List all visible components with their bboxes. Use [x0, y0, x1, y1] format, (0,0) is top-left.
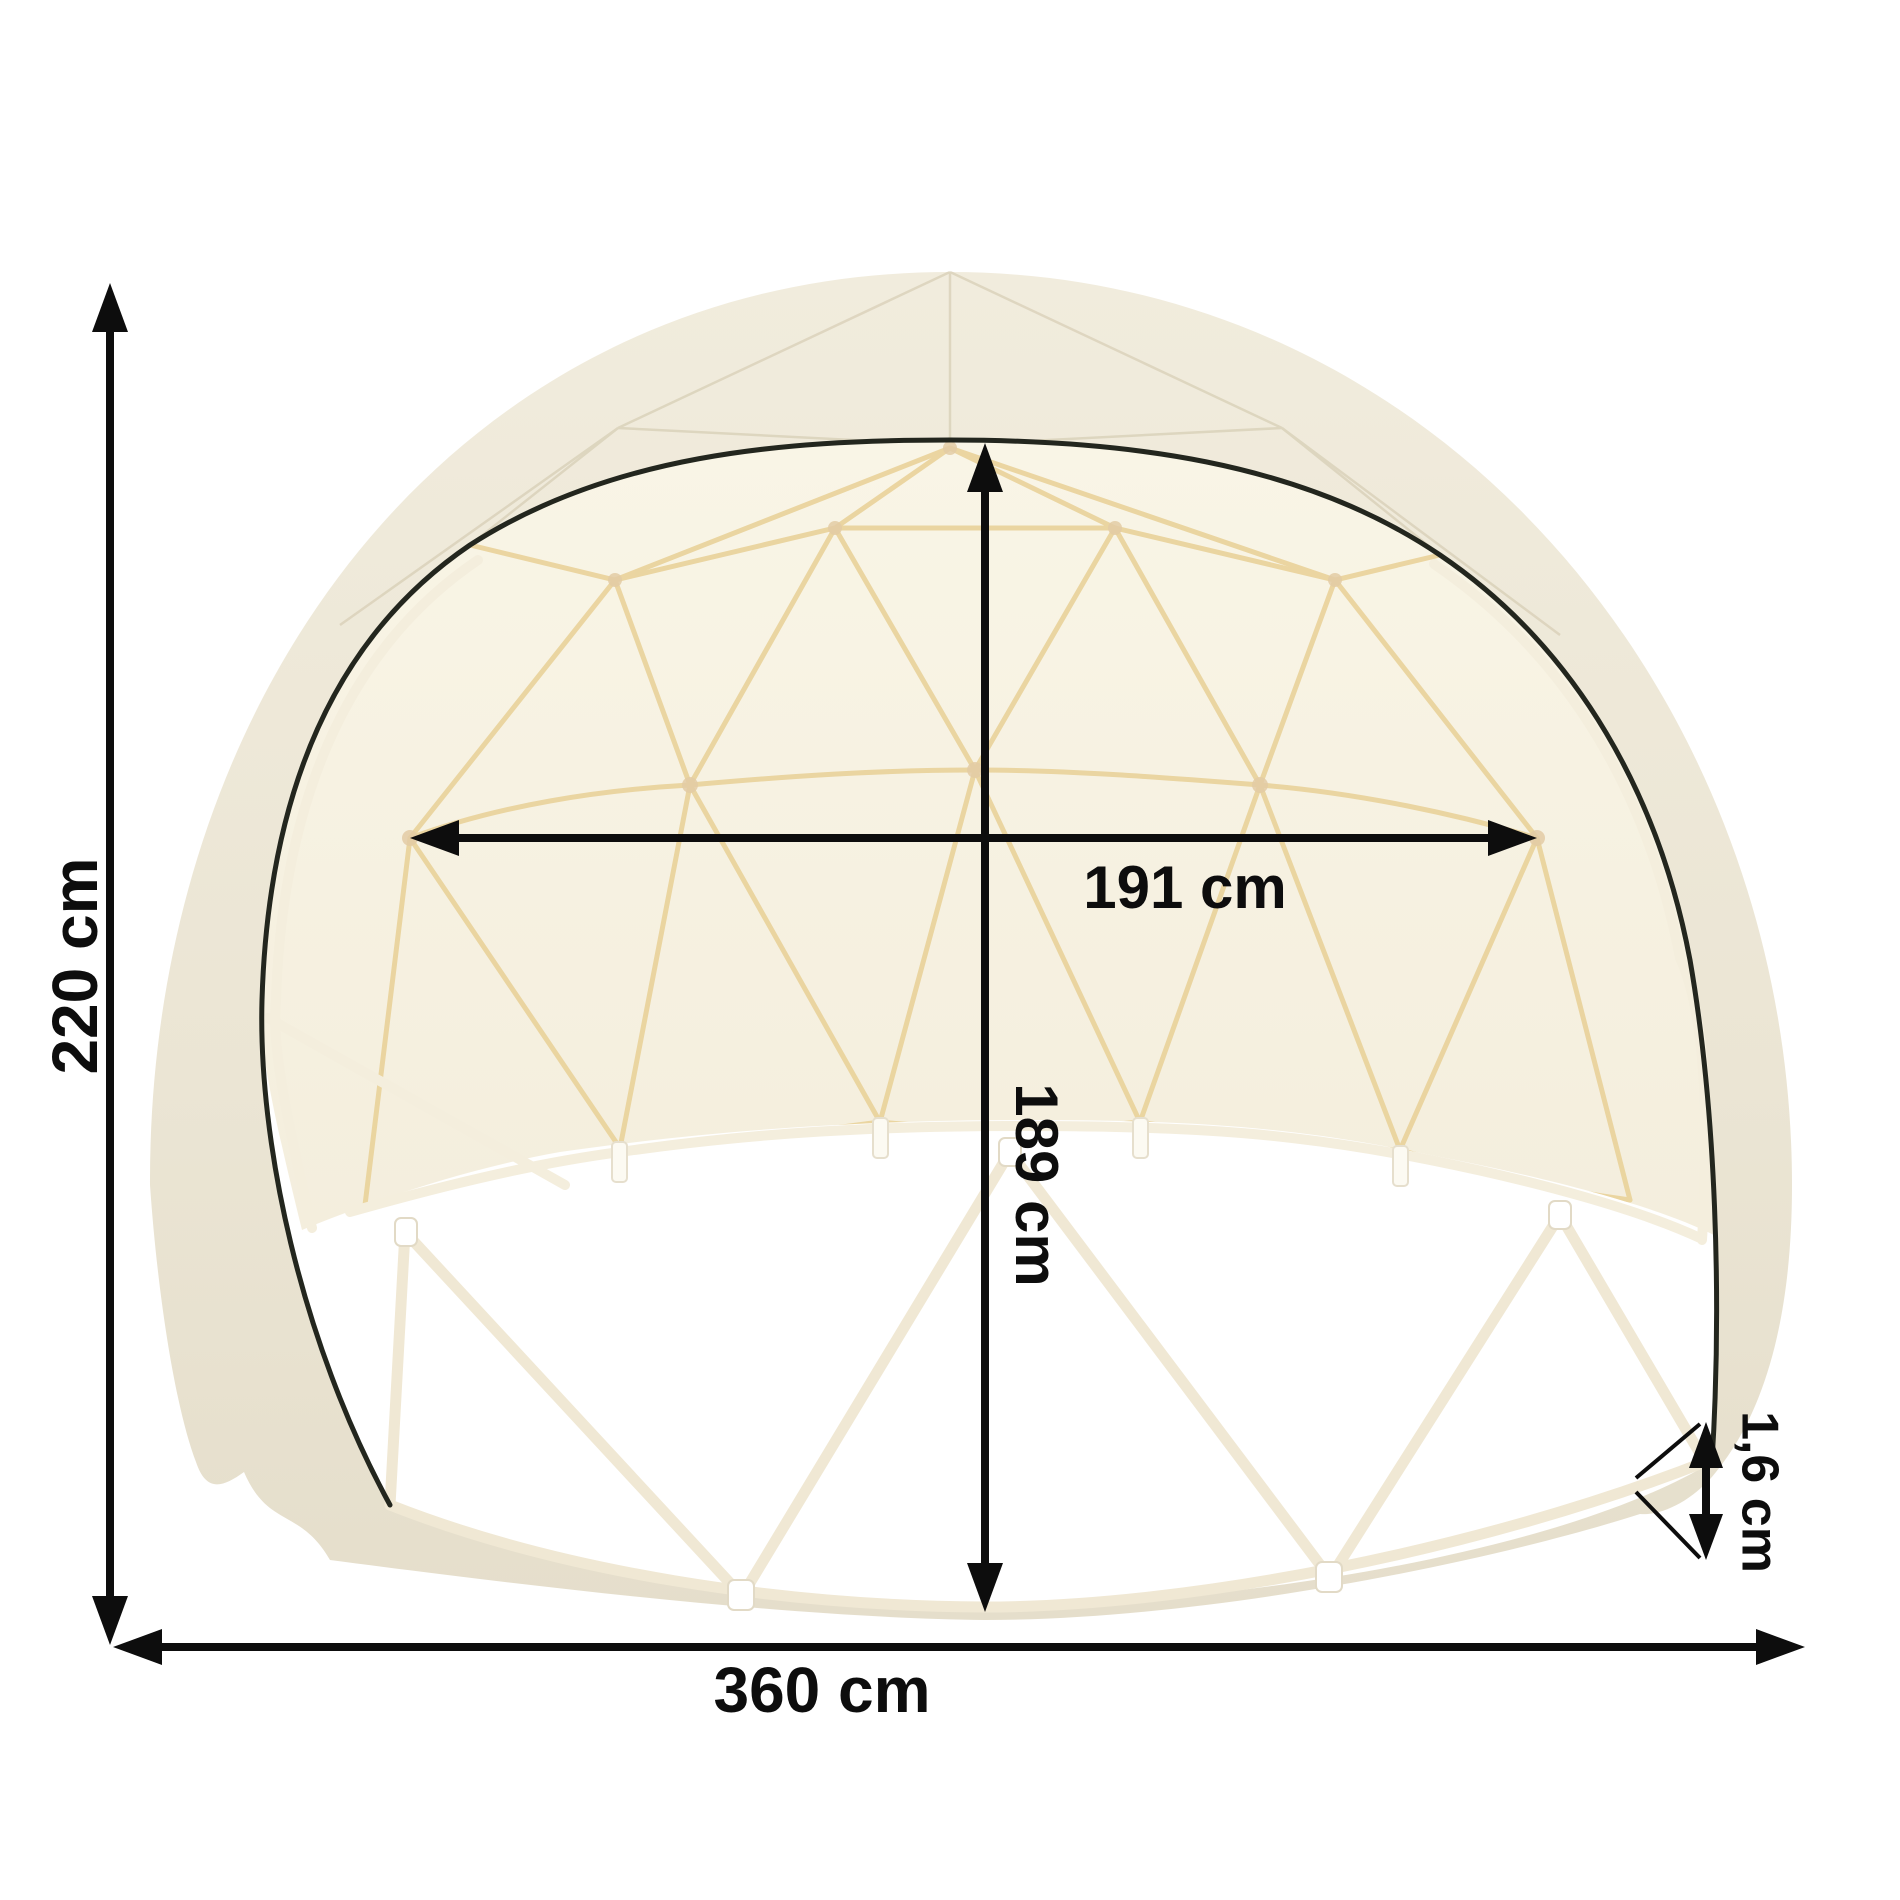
arrowhead-right	[1488, 820, 1537, 856]
arrowhead-down	[1689, 1514, 1723, 1560]
frame-strut	[1554, 1209, 1711, 1468]
label-total-height: 220 cm	[39, 857, 111, 1074]
dimension-annotations: 220 cm 360 cm 191 cm 189 cm	[39, 283, 1805, 1726]
frame-strut	[736, 1146, 1016, 1602]
frame-strut	[1324, 1209, 1566, 1584]
hem-tabs	[611, 1117, 1409, 1187]
frame-strut	[384, 1226, 411, 1511]
lower-frame	[384, 1146, 1711, 1613]
frame-strut	[399, 1226, 748, 1602]
arrowhead-right	[1756, 1629, 1805, 1665]
arrowhead-left	[410, 820, 459, 856]
frame-joints	[394, 1137, 1572, 1611]
label-opening-width: 191 cm	[1083, 854, 1287, 921]
base-tube	[384, 1456, 1711, 1613]
arrowhead-up	[967, 443, 1003, 492]
dimension-opening-height: 189 cm	[967, 443, 1070, 1612]
arrowhead-left	[113, 1629, 162, 1665]
dimension-total-width: 360 cm	[113, 1629, 1805, 1726]
canopy-facet-lines	[339, 270, 1561, 637]
label-tube-thickness: 1,6 cm	[1730, 1411, 1788, 1573]
arrowhead-up	[92, 283, 128, 332]
opening-trim	[259, 437, 1720, 1508]
inner-frame-tubes	[263, 555, 1711, 1245]
dimension-opening-width: 191 cm	[410, 820, 1537, 921]
dimension-tube-thickness: 1,6 cm	[1634, 1411, 1788, 1573]
frame-strut	[1004, 1146, 1336, 1584]
arrowhead-down	[967, 1563, 1003, 1612]
dimension-total-height: 220 cm	[39, 283, 128, 1645]
label-total-width: 360 cm	[713, 1654, 930, 1726]
label-opening-height: 189 cm	[1003, 1083, 1070, 1287]
arrowhead-up	[1689, 1422, 1723, 1468]
arrowhead-down	[92, 1596, 128, 1645]
